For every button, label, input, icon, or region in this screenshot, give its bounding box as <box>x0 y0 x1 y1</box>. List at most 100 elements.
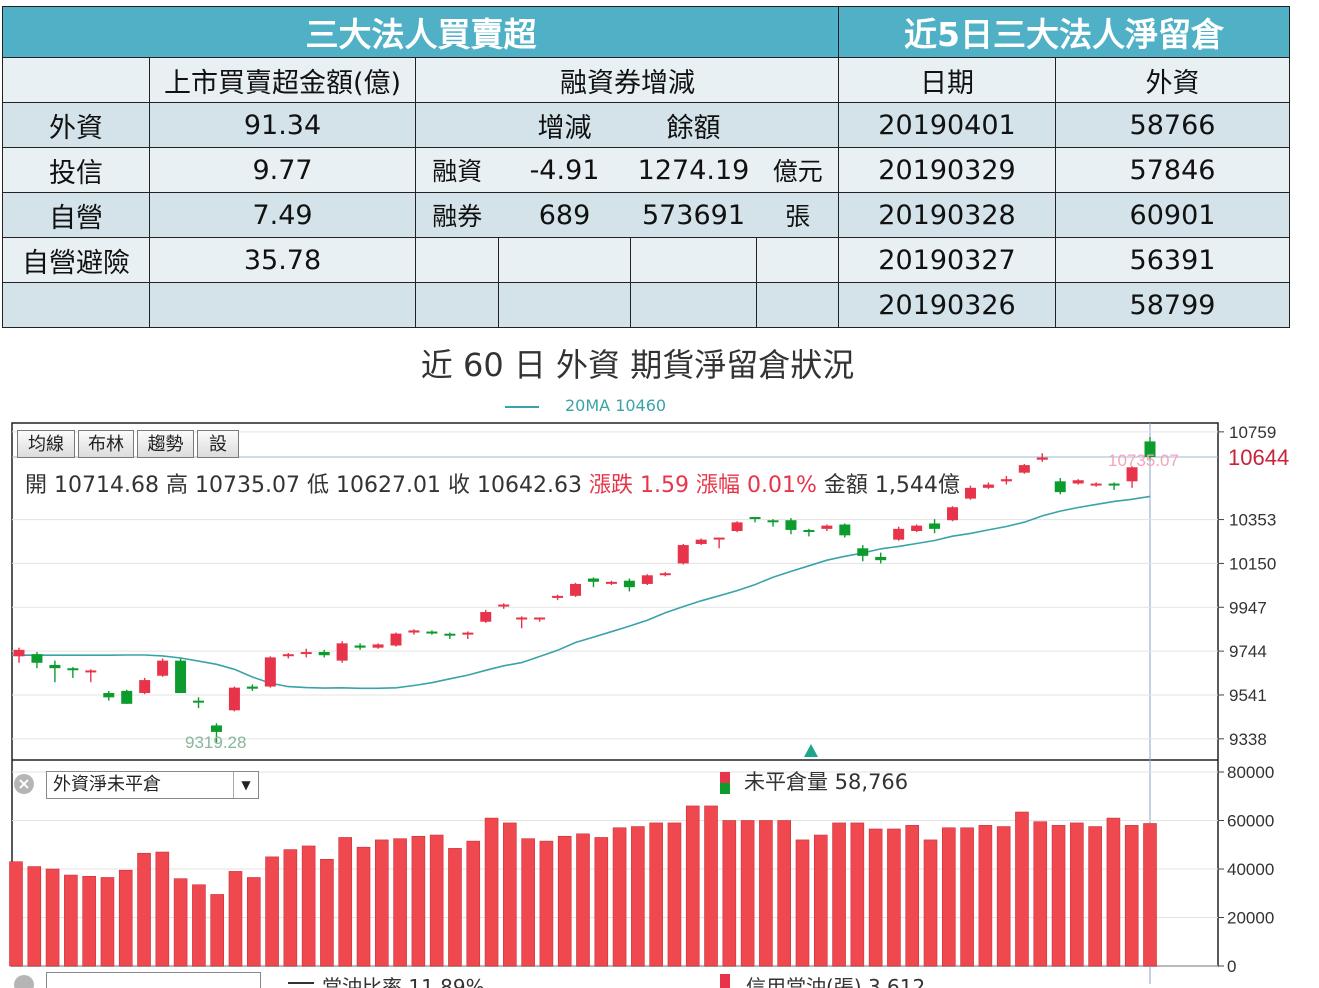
candle-body <box>623 580 635 588</box>
row-blank <box>2 282 150 328</box>
margin-unit: 億元 <box>756 147 841 193</box>
header-blank <box>415 57 499 103</box>
oi-bar <box>960 827 974 967</box>
oi-bar <box>740 820 755 967</box>
oi-bar <box>484 817 499 967</box>
oi-bar <box>685 805 700 967</box>
close-icon[interactable]: × <box>14 774 34 794</box>
candle-body <box>246 686 258 689</box>
credit-daytrade-legend: 信用當沖(張) 3,612 <box>746 975 926 988</box>
oi-bar <box>942 827 956 967</box>
margin-blank <box>756 102 841 148</box>
oi-bar <box>759 820 773 967</box>
indicator-select[interactable] <box>46 972 261 988</box>
candle-layer <box>13 437 1156 743</box>
row-label: 投信 <box>2 147 150 193</box>
header-foreign: 外資 <box>1055 57 1290 103</box>
settings-button[interactable]: 設 <box>197 430 239 458</box>
candle-body <box>1036 457 1048 460</box>
triangle-marker-icon <box>804 744 818 757</box>
chevron-down-icon[interactable]: ▼ <box>233 772 258 798</box>
oi-bar <box>1015 811 1029 967</box>
price-tick-label: 9541 <box>1229 686 1267 705</box>
candle-body <box>534 617 546 620</box>
row-date: 20190326 <box>838 282 1056 328</box>
close-icon[interactable] <box>14 975 34 988</box>
oi-bar <box>411 835 426 967</box>
open-label: 開 <box>25 473 48 498</box>
oi-bar <box>503 822 517 967</box>
marker-layer: 10735.07 9319.28 <box>185 451 1179 757</box>
oi-bar <box>813 834 828 967</box>
candle-body <box>570 583 582 596</box>
candle-body <box>893 528 905 540</box>
candle-body <box>408 630 420 633</box>
oi-bar <box>667 822 682 967</box>
oi-bar <box>576 833 590 967</box>
legend-line <box>288 982 314 984</box>
axis-layer: 10759 10353 10150 9947 9744 9541 9338 10644 8000… <box>1218 423 1289 976</box>
candle-body <box>516 617 528 620</box>
row-amount: 91.34 <box>149 102 416 148</box>
chart-canvas: 10759 10353 10150 9947 9744 9541 9338 10644 8000… <box>9 422 1289 984</box>
price-tick-label: 10150 <box>1229 554 1276 573</box>
row-value: 58766 <box>1055 102 1290 148</box>
candle-body <box>731 522 743 532</box>
candle-body <box>964 487 976 499</box>
candle-body <box>390 633 402 646</box>
oi-bar-layer <box>9 805 1157 967</box>
oi-bar <box>905 825 920 967</box>
candle-body <box>947 507 959 521</box>
candle-body <box>839 524 851 536</box>
margin-blank <box>755 237 841 283</box>
oi-bar <box>1143 823 1157 967</box>
price-tick-label: 9338 <box>1229 730 1267 749</box>
margin-blank <box>498 282 631 328</box>
bollinger-button[interactable]: 布林 <box>78 430 134 458</box>
oi-legend-label: 未平倉量 58,766 <box>744 770 909 794</box>
amount-label: 金額 <box>823 473 868 498</box>
oi-bar <box>539 840 554 967</box>
ma-legend-line <box>505 405 539 408</box>
candle-body <box>1108 483 1120 486</box>
margin-blank <box>630 282 757 328</box>
row-value: 57846 <box>1055 147 1290 193</box>
candle-body <box>929 523 941 529</box>
table-title: 三大法人買賣超 <box>1 6 841 58</box>
oi-bar <box>210 894 224 967</box>
candle-body <box>1126 467 1138 482</box>
candle-body <box>426 631 438 634</box>
oi-bar <box>137 852 151 967</box>
ma-button[interactable]: 均線 <box>17 430 75 458</box>
oi-bar <box>722 820 737 967</box>
candle-body <box>821 525 833 529</box>
oi-tick-label: 40000 <box>1227 860 1274 879</box>
indicator-select[interactable]: 外資淨未平倉 ▼ <box>46 771 259 799</box>
oi-bar <box>338 837 353 967</box>
candle-body <box>462 632 474 635</box>
oi-bar <box>1033 821 1048 967</box>
oi-bar <box>375 839 389 967</box>
candle-body <box>103 693 115 698</box>
oi-bar <box>301 845 316 967</box>
candle-body <box>49 664 61 669</box>
candle-body <box>587 578 599 582</box>
oi-bar <box>887 828 901 967</box>
candle-body <box>911 525 923 532</box>
oi-bar <box>996 826 1011 967</box>
oi-bar <box>283 849 298 967</box>
high-value: 10735.07 <box>195 473 300 498</box>
trend-button[interactable]: 趨勢 <box>137 430 194 458</box>
candle-body <box>318 651 330 656</box>
oi-bar <box>704 805 718 967</box>
row-date: 20190328 <box>838 192 1056 238</box>
change-value: 1.59 <box>640 473 689 498</box>
candle-body <box>85 670 97 673</box>
candle-body <box>1000 479 1012 482</box>
close-value: 10642.63 <box>477 473 582 498</box>
oi-bar <box>795 839 810 967</box>
candle-body <box>157 660 169 676</box>
oi-bar <box>356 846 371 967</box>
indicator-select-value: 外資淨未平倉 <box>53 774 161 795</box>
change-label: 漲跌 <box>589 473 634 498</box>
